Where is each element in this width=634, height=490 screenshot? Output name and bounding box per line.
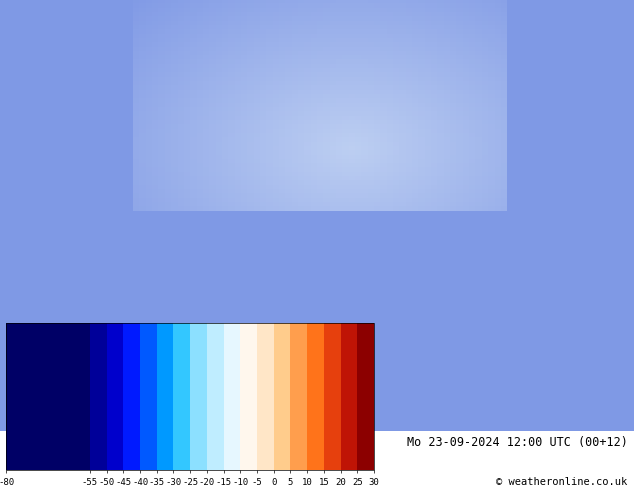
Text: Mo 23-09-2024 12:00 UTC (00+12): Mo 23-09-2024 12:00 UTC (00+12) bbox=[407, 436, 628, 449]
Text: Height/Temp. 100 hPa [gdmp][°C] NAM: Height/Temp. 100 hPa [gdmp][°C] NAM bbox=[6, 436, 256, 449]
Text: © weatheronline.co.uk: © weatheronline.co.uk bbox=[496, 477, 628, 487]
